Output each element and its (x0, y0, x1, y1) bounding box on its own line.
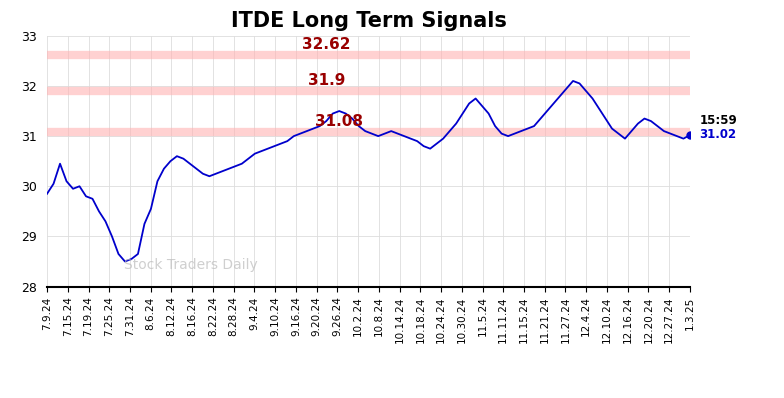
Text: 31.02: 31.02 (699, 128, 737, 140)
Text: 32.62: 32.62 (302, 37, 350, 52)
Title: ITDE Long Term Signals: ITDE Long Term Signals (230, 12, 506, 31)
Text: 15:59: 15:59 (699, 114, 738, 127)
Text: Stock Traders Daily: Stock Traders Daily (124, 258, 258, 271)
Text: 31.08: 31.08 (315, 114, 363, 129)
Text: 31.9: 31.9 (307, 73, 345, 88)
